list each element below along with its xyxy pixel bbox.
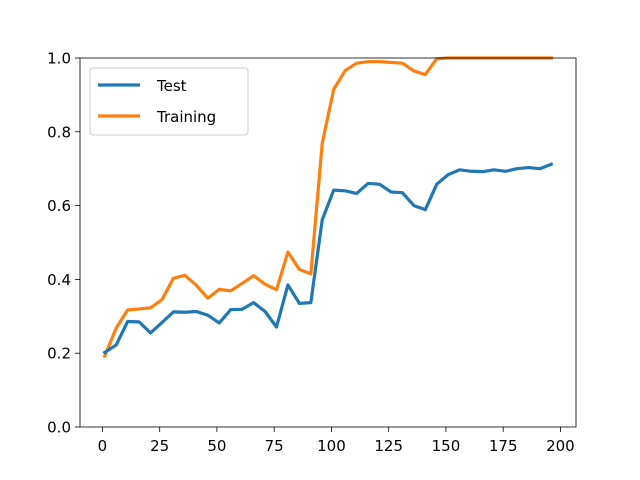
x-tick-label: 50	[207, 437, 226, 455]
y-tick-label: 0.0	[47, 419, 71, 437]
x-tick-label: 200	[546, 437, 575, 455]
y-axis: 0.0 0.2 0.4 0.6 0.8 1.0	[47, 50, 80, 437]
y-tick-label: 0.4	[47, 271, 71, 289]
legend-label-test: Test	[156, 77, 187, 95]
x-tick-label: 25	[150, 437, 169, 455]
legend-label-training: Training	[156, 108, 216, 126]
y-tick-label: 0.8	[47, 123, 71, 141]
legend: Test Training	[89, 67, 249, 136]
x-axis: 0 25 50 75 100 125 150 175 200	[98, 427, 575, 455]
plot-frame	[79, 57, 577, 428]
y-tick-label: 0.2	[47, 345, 71, 363]
x-tick-label: 150	[432, 437, 461, 455]
x-tick-label: 100	[317, 437, 346, 455]
x-tick-label: 175	[489, 437, 518, 455]
x-tick-label: 125	[374, 437, 403, 455]
x-tick-label: 75	[265, 437, 284, 455]
series-line-test	[102, 162, 554, 355]
y-tick-label: 0.6	[47, 197, 71, 215]
x-tick-label: 0	[98, 437, 108, 455]
y-tick-label: 1.0	[47, 50, 71, 68]
